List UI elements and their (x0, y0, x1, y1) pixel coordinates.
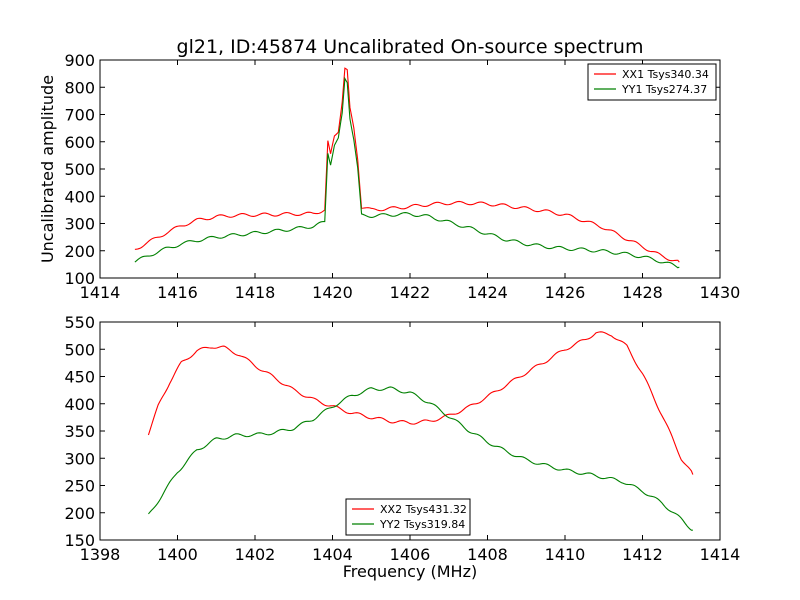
y-tick-label: 100 (64, 269, 95, 288)
x-tick-label: 1398 (80, 545, 121, 564)
y-tick-label: 900 (64, 51, 95, 70)
x-tick-label: 1404 (312, 545, 353, 564)
legend: XX2 Tsys431.32 YY2 Tsys319.84 (345, 498, 471, 536)
x-tick-label: 1418 (235, 283, 276, 302)
x-axis-label: Frequency (MHz) (343, 562, 477, 581)
y-tick-label: 800 (64, 78, 95, 97)
legend: XX1 Tsys340.34 YY1 Tsys274.37 (587, 63, 717, 101)
y-tick-label: 550 (64, 313, 95, 332)
x-tick-label: 1424 (467, 283, 508, 302)
y-tick-label: 450 (64, 368, 95, 387)
y-tick-label: 300 (64, 215, 95, 234)
x-tick-label: 1426 (545, 283, 586, 302)
top-spectrum-panel: 1414 1416 1418 1420 1422 1424 1426 1428 1430 100 2… (38, 51, 740, 302)
y-tick-label: 200 (64, 504, 95, 523)
legend-label: YY1 Tsys274.37 (621, 83, 707, 96)
x-tick-label: 1420 (312, 283, 353, 302)
x-tick-label: 1406 (390, 545, 431, 564)
x-tick-label: 1400 (157, 545, 198, 564)
series-line-2 (148, 386, 693, 531)
y-tick-label: 400 (64, 187, 95, 206)
y-tick-label: 700 (64, 106, 95, 125)
x-tick-label: 1422 (390, 283, 431, 302)
legend-label: XX2 Tsys431.32 (380, 503, 467, 516)
x-tick-label: 1416 (157, 283, 198, 302)
x-tick-label: 1408 (467, 545, 508, 564)
y-tick-label: 500 (64, 340, 95, 359)
series-line-1 (147, 331, 694, 475)
y-tick-label: 400 (64, 395, 95, 414)
x-tick-label: 1414 (80, 283, 121, 302)
x-tick-label: 1412 (622, 545, 663, 564)
y-tick-label: 600 (64, 133, 95, 152)
series-line-1 (134, 67, 680, 263)
legend-box (345, 498, 471, 536)
y-tick-label: 500 (64, 160, 95, 179)
legend-label: YY2 Tsys319.84 (379, 518, 465, 531)
chart-title: gl21, ID:45874 Uncalibrated On-source sp… (177, 36, 644, 58)
y-axis-label: Uncalibrated amplitude (38, 75, 57, 263)
y-tick-label: 150 (64, 531, 95, 550)
y-tick-label: 200 (64, 242, 95, 261)
series-line-2 (134, 76, 680, 269)
x-tick-label: 1430 (700, 283, 741, 302)
x-tick-label: 1414 (700, 545, 741, 564)
y-tick-label: 300 (64, 449, 95, 468)
legend-label: XX1 Tsys340.34 (622, 68, 709, 81)
legend-box (587, 63, 717, 101)
y-tick-label: 250 (64, 477, 95, 496)
x-tick-label: 1402 (235, 545, 276, 564)
bottom-spectrum-panel: 1398 1400 1402 1404 1406 1408 1410 1412 1414 150 2… (64, 313, 740, 581)
y-tick-label: 350 (64, 422, 95, 441)
x-tick-label: 1428 (622, 283, 663, 302)
x-tick-label: 1410 (545, 545, 586, 564)
